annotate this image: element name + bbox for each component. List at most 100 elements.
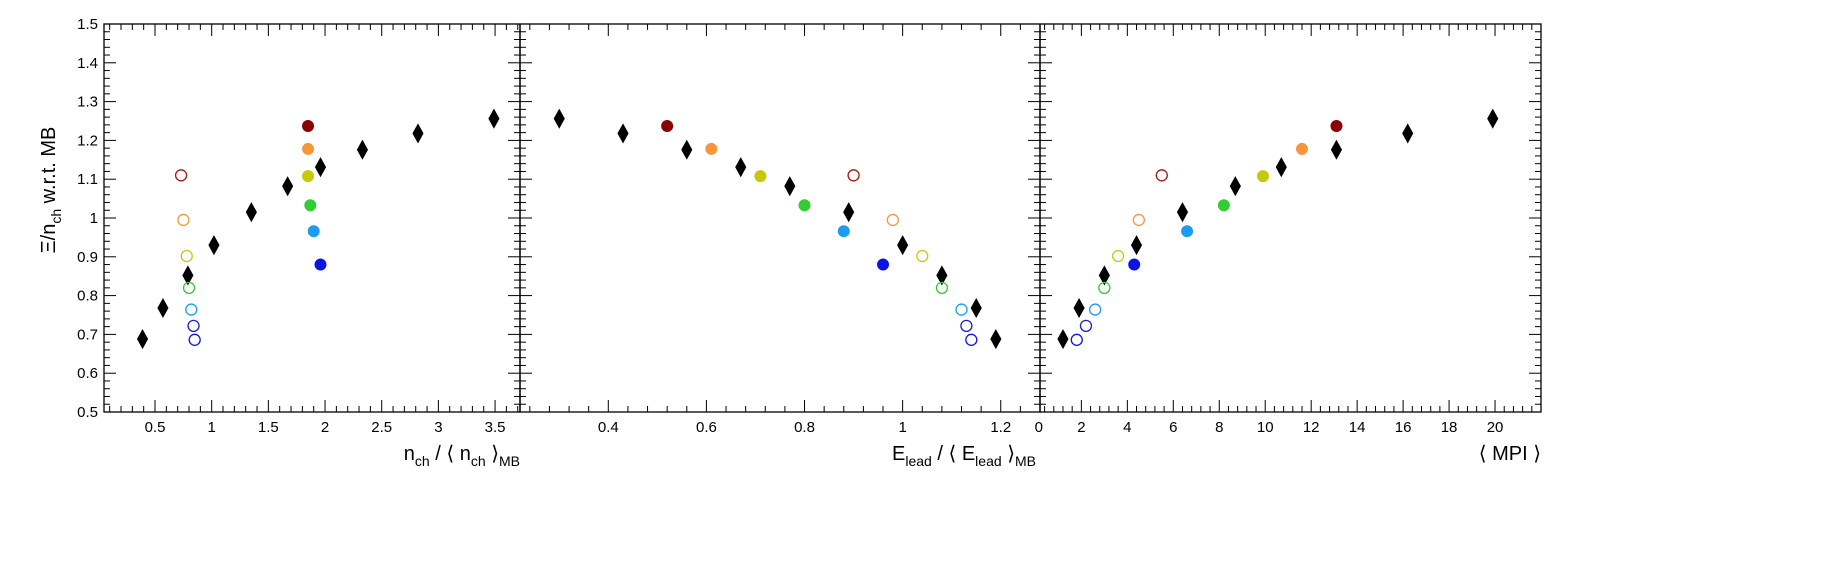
y-tick-label: 1.1 bbox=[77, 171, 98, 188]
x-axis-label: nch / ⟨ nch ⟩MB bbox=[404, 443, 520, 469]
marker-filled-circle bbox=[1128, 258, 1141, 271]
marker-diamond bbox=[936, 265, 948, 286]
x-tick-label: 0.4 bbox=[598, 419, 619, 436]
marker-filled-circle bbox=[302, 170, 315, 183]
panel-2: 0.4 0.6 0.8 1 1.2 Elead / ⟨ Elead ⟩MB bbox=[519, 23, 1041, 469]
marker-diamond bbox=[735, 157, 747, 178]
panel-frame bbox=[1039, 23, 1542, 413]
marker-filled-circle bbox=[302, 120, 315, 133]
marker-open-circle bbox=[177, 213, 190, 227]
y-tick-label: 0.8 bbox=[77, 288, 98, 305]
marker-diamond bbox=[157, 297, 169, 319]
x-tick-label: 18 bbox=[1441, 419, 1458, 436]
marker-open-circle bbox=[916, 249, 929, 263]
x-tick-label: 2.5 bbox=[371, 419, 392, 436]
marker-diamond bbox=[784, 176, 796, 197]
x-axis-label: ⟨ MPI ⟩ bbox=[1479, 443, 1541, 465]
x-tick-label: 14 bbox=[1349, 419, 1366, 436]
marker-filled-circle bbox=[705, 142, 718, 155]
y-axis-label: Ξ/nch w.r.t. MB bbox=[38, 127, 64, 254]
panel-frame bbox=[519, 23, 1041, 413]
marker-diamond bbox=[1057, 329, 1069, 350]
marker-filled-circle bbox=[1256, 170, 1269, 183]
marker-open-circle bbox=[935, 281, 949, 294]
x-tick-label: 3 bbox=[434, 419, 442, 436]
x-tick-label: 10 bbox=[1257, 419, 1274, 436]
marker-diamond bbox=[990, 329, 1002, 350]
y-axis-label-rest: w.r.t. MB bbox=[38, 127, 60, 209]
y-tick-label: 0.5 bbox=[77, 404, 98, 421]
y-tick-label: 0.6 bbox=[77, 365, 98, 382]
marker-diamond bbox=[970, 297, 982, 319]
x-tick-label: 16 bbox=[1395, 419, 1412, 436]
marker-diamond bbox=[208, 235, 220, 256]
marker-diamond bbox=[1130, 235, 1143, 256]
panel-frame bbox=[103, 23, 521, 413]
x-tick-label: 3.5 bbox=[485, 419, 506, 436]
marker-diamond bbox=[136, 329, 149, 350]
marker-open-circle bbox=[187, 319, 200, 333]
marker-diamond bbox=[488, 108, 500, 129]
marker-diamond bbox=[617, 123, 629, 144]
x-tick-label: 12 bbox=[1303, 419, 1320, 436]
x-tick-label: 8 bbox=[1215, 419, 1223, 436]
marker-diamond bbox=[553, 108, 565, 129]
x-tick-label: 1.5 bbox=[258, 419, 279, 436]
x-tick-label: 2 bbox=[321, 419, 329, 436]
marker-filled-circle bbox=[302, 142, 315, 155]
marker-open-circle bbox=[886, 213, 899, 227]
marker-filled-circle bbox=[1295, 142, 1308, 155]
marker-diamond bbox=[412, 123, 424, 144]
marker-open-circle bbox=[1079, 319, 1093, 333]
y-tick-label: 0.9 bbox=[77, 249, 98, 266]
marker-diamond bbox=[282, 176, 294, 197]
marker-open-circle bbox=[847, 169, 860, 182]
x-tick-label: 20 bbox=[1487, 419, 1504, 436]
marker-open-circle bbox=[185, 303, 198, 316]
marker-filled-circle bbox=[1330, 120, 1343, 133]
x-tick-label: 4 bbox=[1123, 419, 1131, 436]
marker-open-circle bbox=[1089, 303, 1102, 316]
marker-diamond bbox=[245, 202, 257, 223]
marker-diamond bbox=[1330, 139, 1343, 160]
marker-diamond bbox=[1176, 202, 1189, 223]
x-tick-label: 0.6 bbox=[696, 419, 717, 436]
x-tick-label: 0.8 bbox=[794, 419, 815, 436]
marker-filled-circle bbox=[877, 258, 890, 271]
marker-filled-circle bbox=[798, 199, 811, 212]
y-tick-label: 1 bbox=[90, 210, 98, 227]
marker-open-circle bbox=[955, 303, 968, 316]
marker-open-circle bbox=[1111, 249, 1125, 263]
marker-filled-circle bbox=[314, 258, 327, 271]
x-tick-label: 0.5 bbox=[145, 419, 166, 436]
panel-3: 0 2 4 6 8 10 12 14 16 18 20 ⟨ MPI ⟩ bbox=[1035, 23, 1542, 465]
y-tick-label: 1.3 bbox=[77, 94, 98, 111]
marker-diamond bbox=[314, 157, 327, 178]
x-axis-label: Elead / ⟨ Elead ⟩MB bbox=[892, 443, 1036, 469]
marker-filled-circle bbox=[1181, 225, 1194, 238]
x-tick-label: 2 bbox=[1077, 419, 1085, 436]
y-tick-label: 1.4 bbox=[77, 55, 98, 72]
marker-open-circle bbox=[965, 333, 978, 346]
x-tick-label: 1.2 bbox=[990, 419, 1011, 436]
marker-diamond bbox=[1073, 297, 1085, 319]
marker-open-circle bbox=[188, 333, 201, 346]
y-axis-label-sub: ch bbox=[48, 209, 64, 224]
x-tick-label: 1 bbox=[208, 419, 216, 436]
y-tick-label: 1.2 bbox=[77, 132, 98, 149]
y-axis-title: Ξ/nch w.r.t. MB bbox=[38, 127, 64, 254]
marker-filled-circle bbox=[754, 170, 767, 183]
marker-diamond bbox=[1487, 108, 1499, 129]
panels: 0.5 0.6 0.7 0.8 0.9 1 1.1 1.2 1.3 1.4 1.5 0.5 1 1.5 2 2… bbox=[77, 16, 1542, 469]
marker-open-circle bbox=[960, 319, 973, 333]
panel-1: 0.5 0.6 0.7 0.8 0.9 1 1.1 1.2 1.3 1.4 1.5 0.5 1 1.5 2 2… bbox=[77, 16, 521, 469]
marker-open-circle bbox=[174, 169, 188, 182]
marker-diamond bbox=[356, 139, 369, 160]
marker-open-circle bbox=[1155, 169, 1168, 182]
x-tick-label: 6 bbox=[1169, 419, 1177, 436]
marker-diamond bbox=[681, 139, 693, 160]
marker-open-circle bbox=[182, 281, 196, 294]
marker-diamond bbox=[182, 265, 194, 286]
marker-open-circle bbox=[1070, 333, 1083, 346]
